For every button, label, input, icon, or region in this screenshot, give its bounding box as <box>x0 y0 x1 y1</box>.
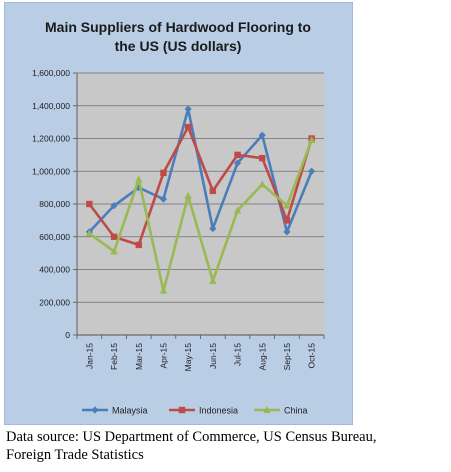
y-tick-label: 400,000 <box>39 265 70 275</box>
chart-title-line-1: Main Suppliers of Hardwood Flooring to <box>45 19 311 35</box>
series-line-indonesia <box>88 125 313 247</box>
data-point-malaysia <box>209 224 217 233</box>
data-point-china <box>283 201 291 209</box>
legend-label-china: China <box>284 406 308 416</box>
legend-item-china: China <box>254 406 308 416</box>
data-point-indonesia <box>135 241 142 249</box>
data-point-indonesia <box>110 233 118 240</box>
chart: Main Suppliers of Hardwood Flooring to t… <box>4 2 353 425</box>
data-point-malaysia <box>110 202 118 210</box>
y-tick-label: 800,000 <box>39 199 70 209</box>
data-point-china <box>209 276 217 284</box>
series-line-china <box>88 139 313 293</box>
x-tick-label: Jul-15 <box>233 343 243 366</box>
data-point-china <box>258 180 267 188</box>
data-point-indonesia <box>86 200 93 208</box>
y-tick-label: 0 <box>65 330 70 340</box>
data-point-malaysia <box>283 228 291 236</box>
data-source-line-1: Data source: US Department of Commerce, … <box>6 429 377 445</box>
y-axis-ticks: 0 200,000 400,000 600,000 800,000 1,000,000 1,… <box>32 68 77 340</box>
legend-label-indonesia: Indonesia <box>199 406 238 416</box>
data-source-line-2: Foreign Trade Statistics <box>6 447 144 463</box>
x-tick-label: May-15 <box>183 343 193 372</box>
x-tick-label: Sep-15 <box>282 343 292 371</box>
x-tick-label: Jan-15 <box>84 343 94 369</box>
y-tick-label: 200,000 <box>39 297 70 307</box>
data-point-indonesia <box>259 154 266 162</box>
chart-svg: Main Suppliers of Hardwood Flooring to t… <box>4 2 353 425</box>
chart-title-line-2: the US (US dollars) <box>115 38 242 54</box>
x-tick-label: Jun-15 <box>208 343 218 369</box>
data-point-indonesia <box>209 187 217 195</box>
series-line-malaysia <box>88 107 313 234</box>
x-axis-ticks: Jan-15 Feb-15 Mar-15 Apr-15 May-15 Jun-15 Jul-… <box>76 335 325 372</box>
data-source-note: Data source: US Department of Commerce, … <box>6 428 451 464</box>
data-point-indonesia <box>283 217 291 224</box>
data-point-malaysia <box>159 195 168 203</box>
data-point-china <box>184 191 192 199</box>
x-tick-label: Oct-15 <box>307 343 317 369</box>
legend-item-malaysia: Malaysia <box>82 406 148 416</box>
legend-marker-china <box>263 406 271 413</box>
data-point-china <box>307 136 316 144</box>
x-tick-label: Mar-15 <box>134 343 144 370</box>
legend: Malaysia Indonesia China <box>82 406 308 416</box>
series-indonesia <box>86 123 315 249</box>
y-tick-label: 1,400,000 <box>32 101 70 111</box>
legend-marker-indonesia <box>178 406 186 414</box>
data-point-indonesia <box>234 151 241 159</box>
y-tick-label: 1,000,000 <box>32 166 70 176</box>
series-china <box>85 136 316 294</box>
x-tick-label: Apr-15 <box>158 343 168 369</box>
series-group <box>85 105 316 294</box>
data-point-china <box>159 286 168 294</box>
data-point-indonesia <box>160 169 167 177</box>
data-point-china <box>85 229 94 237</box>
y-tick-label: 1,600,000 <box>32 68 70 78</box>
legend-label-malaysia: Malaysia <box>112 406 148 416</box>
data-point-malaysia <box>308 167 316 175</box>
x-tick-label: Aug-15 <box>257 343 267 371</box>
y-tick-label: 1,200,000 <box>32 134 70 144</box>
data-point-china <box>110 247 118 255</box>
data-point-china <box>134 175 143 183</box>
data-point-malaysia <box>233 159 242 167</box>
x-tick-label: Feb-15 <box>109 343 119 370</box>
data-point-china <box>233 206 242 214</box>
y-tick-label: 600,000 <box>39 232 70 242</box>
data-point-indonesia <box>184 123 192 131</box>
legend-marker-malaysia <box>91 406 99 414</box>
data-point-malaysia <box>258 131 266 139</box>
data-point-malaysia <box>184 105 192 113</box>
legend-item-indonesia: Indonesia <box>169 406 238 416</box>
